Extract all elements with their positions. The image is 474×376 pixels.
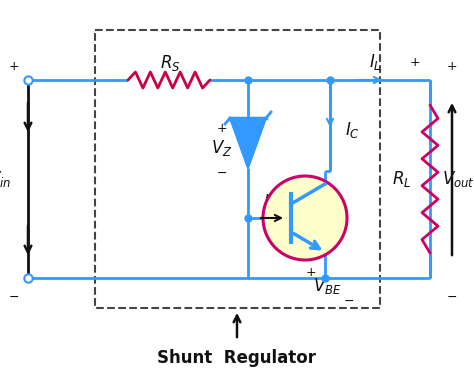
Text: $I_L$: $I_L$ [369,52,382,72]
Text: $-$: $-$ [344,294,355,306]
Text: $-$: $-$ [9,290,19,303]
Bar [95,30,380,308]
Text: $R_S$: $R_S$ [160,53,180,73]
Circle shape [263,176,347,260]
Text: $V_{out}$: $V_{out}$ [442,169,474,189]
Text: $R_L$: $R_L$ [392,169,411,189]
Polygon shape [230,118,266,168]
Text: $V_Z$: $V_Z$ [211,138,233,158]
Text: $V_{in}$: $V_{in}$ [0,169,11,189]
Text: +: + [410,56,420,68]
Text: $V_{BE}$: $V_{BE}$ [313,276,341,296]
Text: $I_B$: $I_B$ [263,192,277,212]
Text: $-$: $-$ [217,165,228,179]
Text: +: + [447,59,457,73]
Text: +: + [217,121,228,135]
Text: +: + [306,265,316,279]
Text: +: + [9,59,19,73]
Text: $I_C$: $I_C$ [345,120,359,140]
Text: $-$: $-$ [447,290,457,303]
Text: Shunt  Regulator: Shunt Regulator [157,349,317,367]
